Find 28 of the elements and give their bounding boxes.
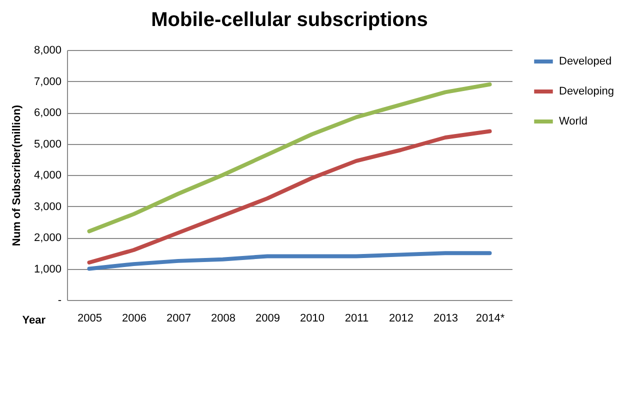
- x-tick-label: 2009: [256, 312, 280, 324]
- x-tick-label: 2008: [211, 312, 236, 324]
- legend-label: Developing: [559, 86, 614, 98]
- y-axis-title: Num of Subscriber(million): [10, 104, 23, 246]
- y-tick-label: 1,000: [34, 263, 62, 276]
- x-tick-label: 2013: [434, 312, 458, 324]
- y-tick-label: 4,000: [34, 170, 62, 182]
- line-series: [87, 129, 492, 264]
- x-tick-label: 2007: [166, 312, 191, 324]
- x-tick-label: 2014*: [476, 312, 506, 324]
- y-tick-label: 5,000: [34, 138, 62, 150]
- y-tick-label: 2,000: [34, 232, 62, 244]
- x-tick-label: 2005: [78, 312, 102, 324]
- y-tick-label: 8,000: [34, 44, 62, 56]
- line-series: [87, 251, 492, 271]
- y-tick-label: 7,000: [34, 76, 62, 88]
- legend-label: World: [559, 116, 588, 128]
- x-axis-title: Year: [22, 314, 46, 326]
- x-tick-label: 2006: [122, 312, 146, 324]
- y-tick-label: -: [58, 294, 62, 306]
- chart-title: Mobile-cellular subscriptions: [151, 9, 428, 31]
- x-tick-label: 2010: [300, 312, 324, 324]
- line-series: [87, 82, 492, 234]
- x-tick-label: 2011: [344, 312, 369, 324]
- x-tick-label: 2012: [389, 312, 414, 324]
- y-tick-label: 3,000: [34, 200, 62, 213]
- legend-label: Developed: [559, 56, 612, 68]
- y-tick-label: 6,000: [34, 107, 62, 119]
